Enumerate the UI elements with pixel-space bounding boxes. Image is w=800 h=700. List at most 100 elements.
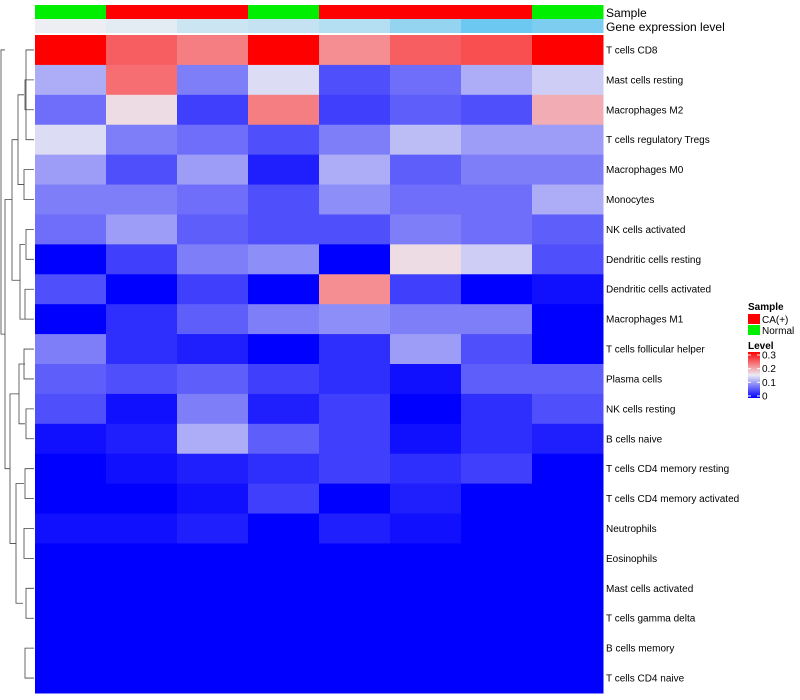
heatmap-cell [177, 274, 249, 305]
heatmap-cell [319, 244, 391, 275]
heatmap-cell [106, 184, 178, 215]
heatmap-cell [532, 393, 604, 425]
heatmap-cell [106, 364, 178, 395]
heatmap-cell [106, 64, 178, 96]
sample-annotation-cell [248, 5, 320, 19]
dendrogram-branch [24, 468, 34, 499]
row-label: Neutrophils [606, 524, 657, 535]
heatmap-cell [532, 214, 604, 245]
heatmap-cell [248, 94, 320, 126]
legend-tick-label: 0 [762, 392, 768, 403]
heatmap-cell [390, 423, 462, 455]
heatmap-cell [177, 513, 249, 544]
heatmap-cell [390, 633, 462, 664]
heatmap-cell [106, 124, 178, 156]
heatmap-cell [177, 453, 249, 485]
heatmap-cell [177, 573, 249, 604]
heatmap-cell [248, 124, 320, 156]
row-label: B cells memory [606, 644, 674, 655]
heatmap-cell [248, 244, 320, 275]
dendrogram-branch [23, 348, 34, 380]
sample-annotation-cell [177, 5, 249, 19]
row-label: T cells CD8 [606, 45, 658, 56]
legend-tick-label: 0.3 [762, 351, 776, 362]
heatmap-cell [461, 633, 533, 664]
heatmap-cell [532, 603, 604, 634]
dendrogram-branch [11, 139, 20, 281]
heatmap-cell [461, 124, 533, 156]
heatmap-cell [532, 423, 604, 455]
heatmap-cell [461, 94, 533, 126]
heatmap-cell [461, 184, 533, 215]
heatmap-cell [106, 513, 178, 544]
heatmap-cell [532, 483, 604, 515]
dendrogram-branch [0, 49, 5, 335]
heatmap-cell [106, 244, 178, 275]
heatmap-cell [319, 364, 391, 395]
legend-label-ca: CA(+) [762, 315, 788, 326]
heatmap-cell [390, 274, 462, 305]
heatmap-cell [319, 573, 391, 604]
heatmap-cell [461, 304, 533, 335]
heatmap-cell [390, 124, 462, 156]
heatmap-cell [461, 573, 533, 604]
heatmap-cell [390, 663, 462, 694]
sample-annotation-cell [461, 5, 533, 19]
heatmap-cell [461, 603, 533, 634]
heatmap-cell [177, 124, 249, 156]
heatmap-cell [319, 483, 391, 515]
heatmap-cell [106, 94, 178, 126]
heatmap-cell [319, 94, 391, 126]
dendrogram-branch [25, 587, 34, 619]
heatmap-cell [35, 483, 107, 515]
heatmap-cell [319, 124, 391, 156]
heatmap-cell [532, 513, 604, 544]
expression-annotation-cell [106, 19, 178, 33]
heatmap-cell [106, 633, 178, 664]
heatmap-cell [177, 244, 249, 275]
heatmap-cell [532, 154, 604, 186]
dendrogram-branch [23, 528, 34, 559]
heatmap-cell [390, 483, 462, 515]
sample-annotation-cell [106, 5, 178, 19]
heatmap-cell [532, 244, 604, 275]
heatmap-cell [390, 244, 462, 275]
heatmap-cell [35, 94, 107, 126]
dendrogram-branch [15, 483, 24, 604]
heatmap-cell [35, 154, 107, 186]
legend-level-title: Level [748, 341, 774, 352]
heatmap-cell [461, 543, 533, 574]
row-label: Eosinophils [606, 554, 657, 565]
heatmap-cell [177, 304, 249, 335]
heatmap-cell [390, 184, 462, 215]
heatmap-cell [177, 633, 249, 664]
heatmap-cell [461, 513, 533, 544]
heatmap-cell [390, 64, 462, 96]
heatmap-cell [461, 214, 533, 245]
heatmap-cell [532, 633, 604, 664]
heatmap-cell [319, 453, 391, 485]
heatmap-cell [106, 573, 178, 604]
heatmap-cell [177, 543, 249, 574]
heatmap-cell [248, 453, 320, 485]
heatmap-cell [461, 274, 533, 305]
heatmap-cell [461, 334, 533, 365]
sample-annotation-label: Sample [606, 6, 647, 20]
heatmap-cell [532, 663, 604, 694]
heatmap-cell [106, 453, 178, 485]
legend: Sample CA(+) Normal Level 0.3 0.2 0.1 0 [748, 302, 794, 403]
heatmap-cell [390, 603, 462, 634]
row-dendrogram [0, 49, 34, 679]
expression-annotation-cell [461, 19, 533, 33]
heatmap-cell [106, 543, 178, 574]
heatmap-cell [106, 603, 178, 634]
heatmap-cell [35, 364, 107, 395]
heatmap-cell [248, 334, 320, 365]
row-label: Macrophages M0 [606, 165, 684, 176]
dendrogram-branch [24, 647, 34, 679]
heatmap-cell [177, 423, 249, 455]
heatmap-cell [532, 573, 604, 604]
dendrogram-branch [25, 229, 34, 260]
legend-level-ticks: 0.3 0.2 0.1 0 [748, 351, 776, 403]
